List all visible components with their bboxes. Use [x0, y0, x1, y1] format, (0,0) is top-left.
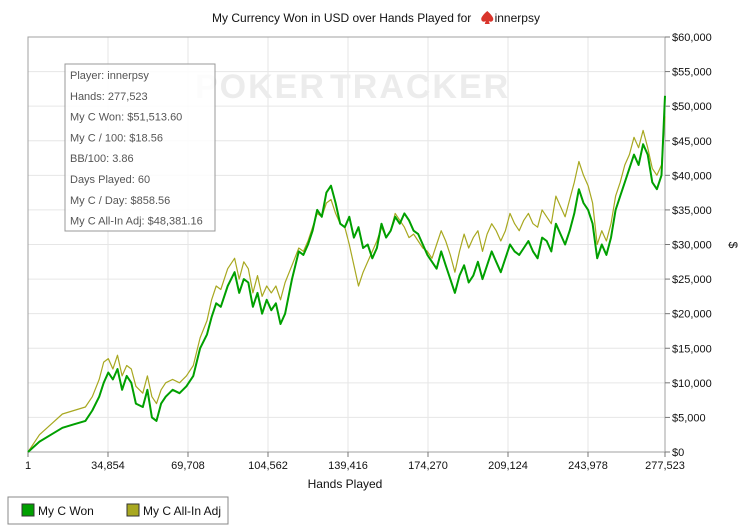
- y-tick-label: $60,000: [672, 32, 712, 44]
- x-tick-label: 209,124: [488, 460, 528, 472]
- stats-line: Days Played: 60: [70, 174, 150, 186]
- x-axis-title: Hands Played: [308, 477, 383, 491]
- watermark-tracker: TRACKER: [330, 68, 510, 106]
- y-tick-label: $50,000: [672, 101, 712, 113]
- series-line-my-c-won: [27, 95, 666, 453]
- stats-box-frame: [64, 63, 216, 232]
- x-tick-label: 1: [25, 460, 31, 472]
- stats-line: My C / Day: $858.56: [70, 195, 170, 207]
- stats-line: My C Won: $51,513.60: [70, 112, 182, 124]
- chart-title: My Currency Won in USD over Hands Played…: [212, 11, 540, 25]
- y-tick-label: $0: [672, 447, 684, 459]
- y-tick-label: $15,000: [672, 343, 712, 355]
- stats-line: Player: innerpsy: [70, 70, 149, 82]
- x-tick-label: 174,270: [408, 460, 448, 472]
- watermark: POKER TRACKER: [195, 68, 510, 106]
- spade-icon: [481, 11, 494, 24]
- stats-line: My C All-In Adj: $48,381.16: [70, 216, 203, 228]
- chart-title-player: innerpsy: [495, 11, 540, 25]
- legend-label-all-in-adj: My C All-In Adj: [143, 504, 221, 518]
- x-axis: 1 34,854 69,708 104,562 139,416 174,270 209,12…: [25, 452, 685, 472]
- x-tick-label: 139,416: [328, 460, 368, 472]
- spade-icon-shape: [481, 11, 494, 24]
- y-tick-label: $10,000: [672, 378, 712, 390]
- y-tick-label: $55,000: [672, 67, 712, 79]
- legend: My C Won My C All-In Adj: [7, 496, 229, 525]
- y-tick-label: $5,000: [672, 412, 706, 424]
- stats-line: My C / 100: $18.56: [70, 132, 163, 144]
- y-tick-label: $20,000: [672, 309, 712, 321]
- stats-box: Player: innerpsy Hands: 277,523 My C Won: …: [64, 63, 216, 232]
- x-tick-label: 104,562: [248, 460, 288, 472]
- y-axis-title: $: [726, 242, 740, 249]
- chart-title-prefix: My Currency Won in USD over Hands Played…: [212, 11, 471, 25]
- stats-line: Hands: 277,523: [70, 91, 148, 103]
- x-tick-label: 69,708: [171, 460, 205, 472]
- y-tick-label: $30,000: [672, 240, 712, 252]
- watermark-poker: POKER: [195, 68, 326, 106]
- x-tick-label: 34,854: [91, 460, 125, 472]
- y-tick-label: $25,000: [672, 274, 712, 286]
- x-tick-label: 243,978: [568, 460, 608, 472]
- y-tick-label: $45,000: [672, 136, 712, 148]
- series-lines: [27, 95, 666, 453]
- legend-swatch-my-c-won: [21, 503, 35, 517]
- stats-line: BB/100: 3.86: [70, 153, 134, 165]
- legend-swatch-all-in-adj: [126, 503, 140, 517]
- legend-frame: [7, 496, 229, 525]
- y-tick-label: $40,000: [672, 170, 712, 182]
- x-tick-label: 277,523: [645, 460, 685, 472]
- y-axis: $0 $5,000 $10,000 $15,000 $20,000 $25,000 $30,…: [665, 32, 712, 459]
- legend-label-my-c-won: My C Won: [38, 504, 94, 518]
- y-tick-label: $35,000: [672, 205, 712, 217]
